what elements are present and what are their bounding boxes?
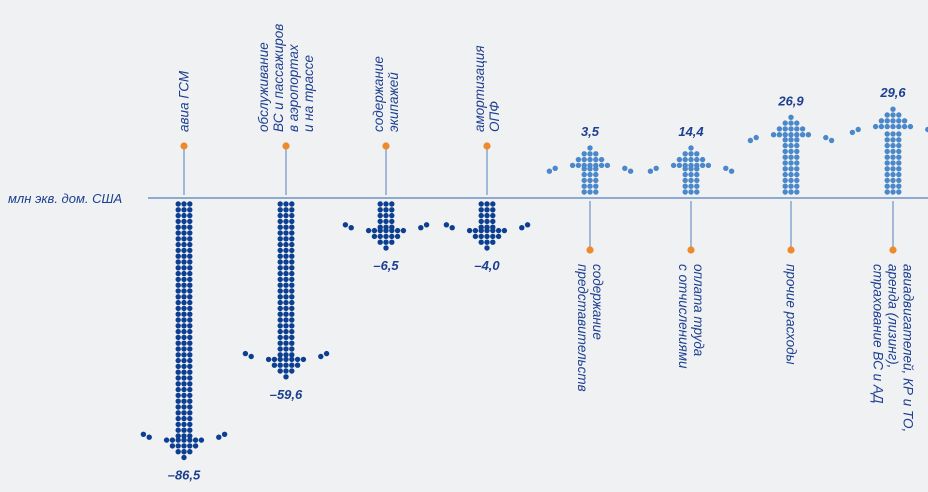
bar-0 [140, 201, 228, 461]
marker-dot-1 [282, 142, 290, 150]
category-label-1: обслуживаниеВС и пассажировв аэропортахи… [256, 24, 316, 132]
marker-dot-4 [586, 246, 594, 254]
category-label-0: авиа ГСМ [177, 70, 192, 132]
category-label-2: содержаниеэкипажей [371, 56, 401, 132]
bar-1 [242, 201, 330, 380]
category-label-5: оплата трудас отчислениями [676, 264, 706, 369]
value-label-7: 29,6 [879, 85, 906, 100]
value-label-1: –59,6 [270, 387, 303, 402]
bar-2 [342, 201, 430, 251]
category-label-6: прочие расходы [784, 264, 799, 365]
bar-7 [849, 106, 928, 195]
bar-4 [546, 145, 634, 195]
category-label-4: содержаниепредставительств [575, 264, 605, 392]
unit-label: млн экв. дом. США [8, 191, 122, 206]
value-label-6: 26,9 [777, 93, 804, 108]
marker-dot-5 [687, 246, 695, 254]
category-label-7: авиадвигателей, КР и ТО,аренда (лизинг),… [871, 264, 916, 432]
marker-dot-2 [382, 142, 390, 150]
value-label-5: 14,4 [678, 124, 704, 139]
marker-dot-3 [483, 142, 491, 150]
value-label-4: 3,5 [581, 124, 600, 139]
value-label-0: –86,5 [168, 468, 201, 483]
bar-5 [647, 145, 735, 195]
value-label-3: –4,0 [474, 258, 500, 273]
category-label-3: амортизацияОПФ [472, 45, 502, 132]
bar-3 [443, 201, 531, 251]
value-label-2: –6,5 [373, 258, 399, 273]
marker-dot-6 [787, 246, 795, 254]
marker-dot-7 [889, 246, 897, 254]
marker-dot-0 [180, 142, 188, 150]
bar-6 [747, 114, 835, 195]
